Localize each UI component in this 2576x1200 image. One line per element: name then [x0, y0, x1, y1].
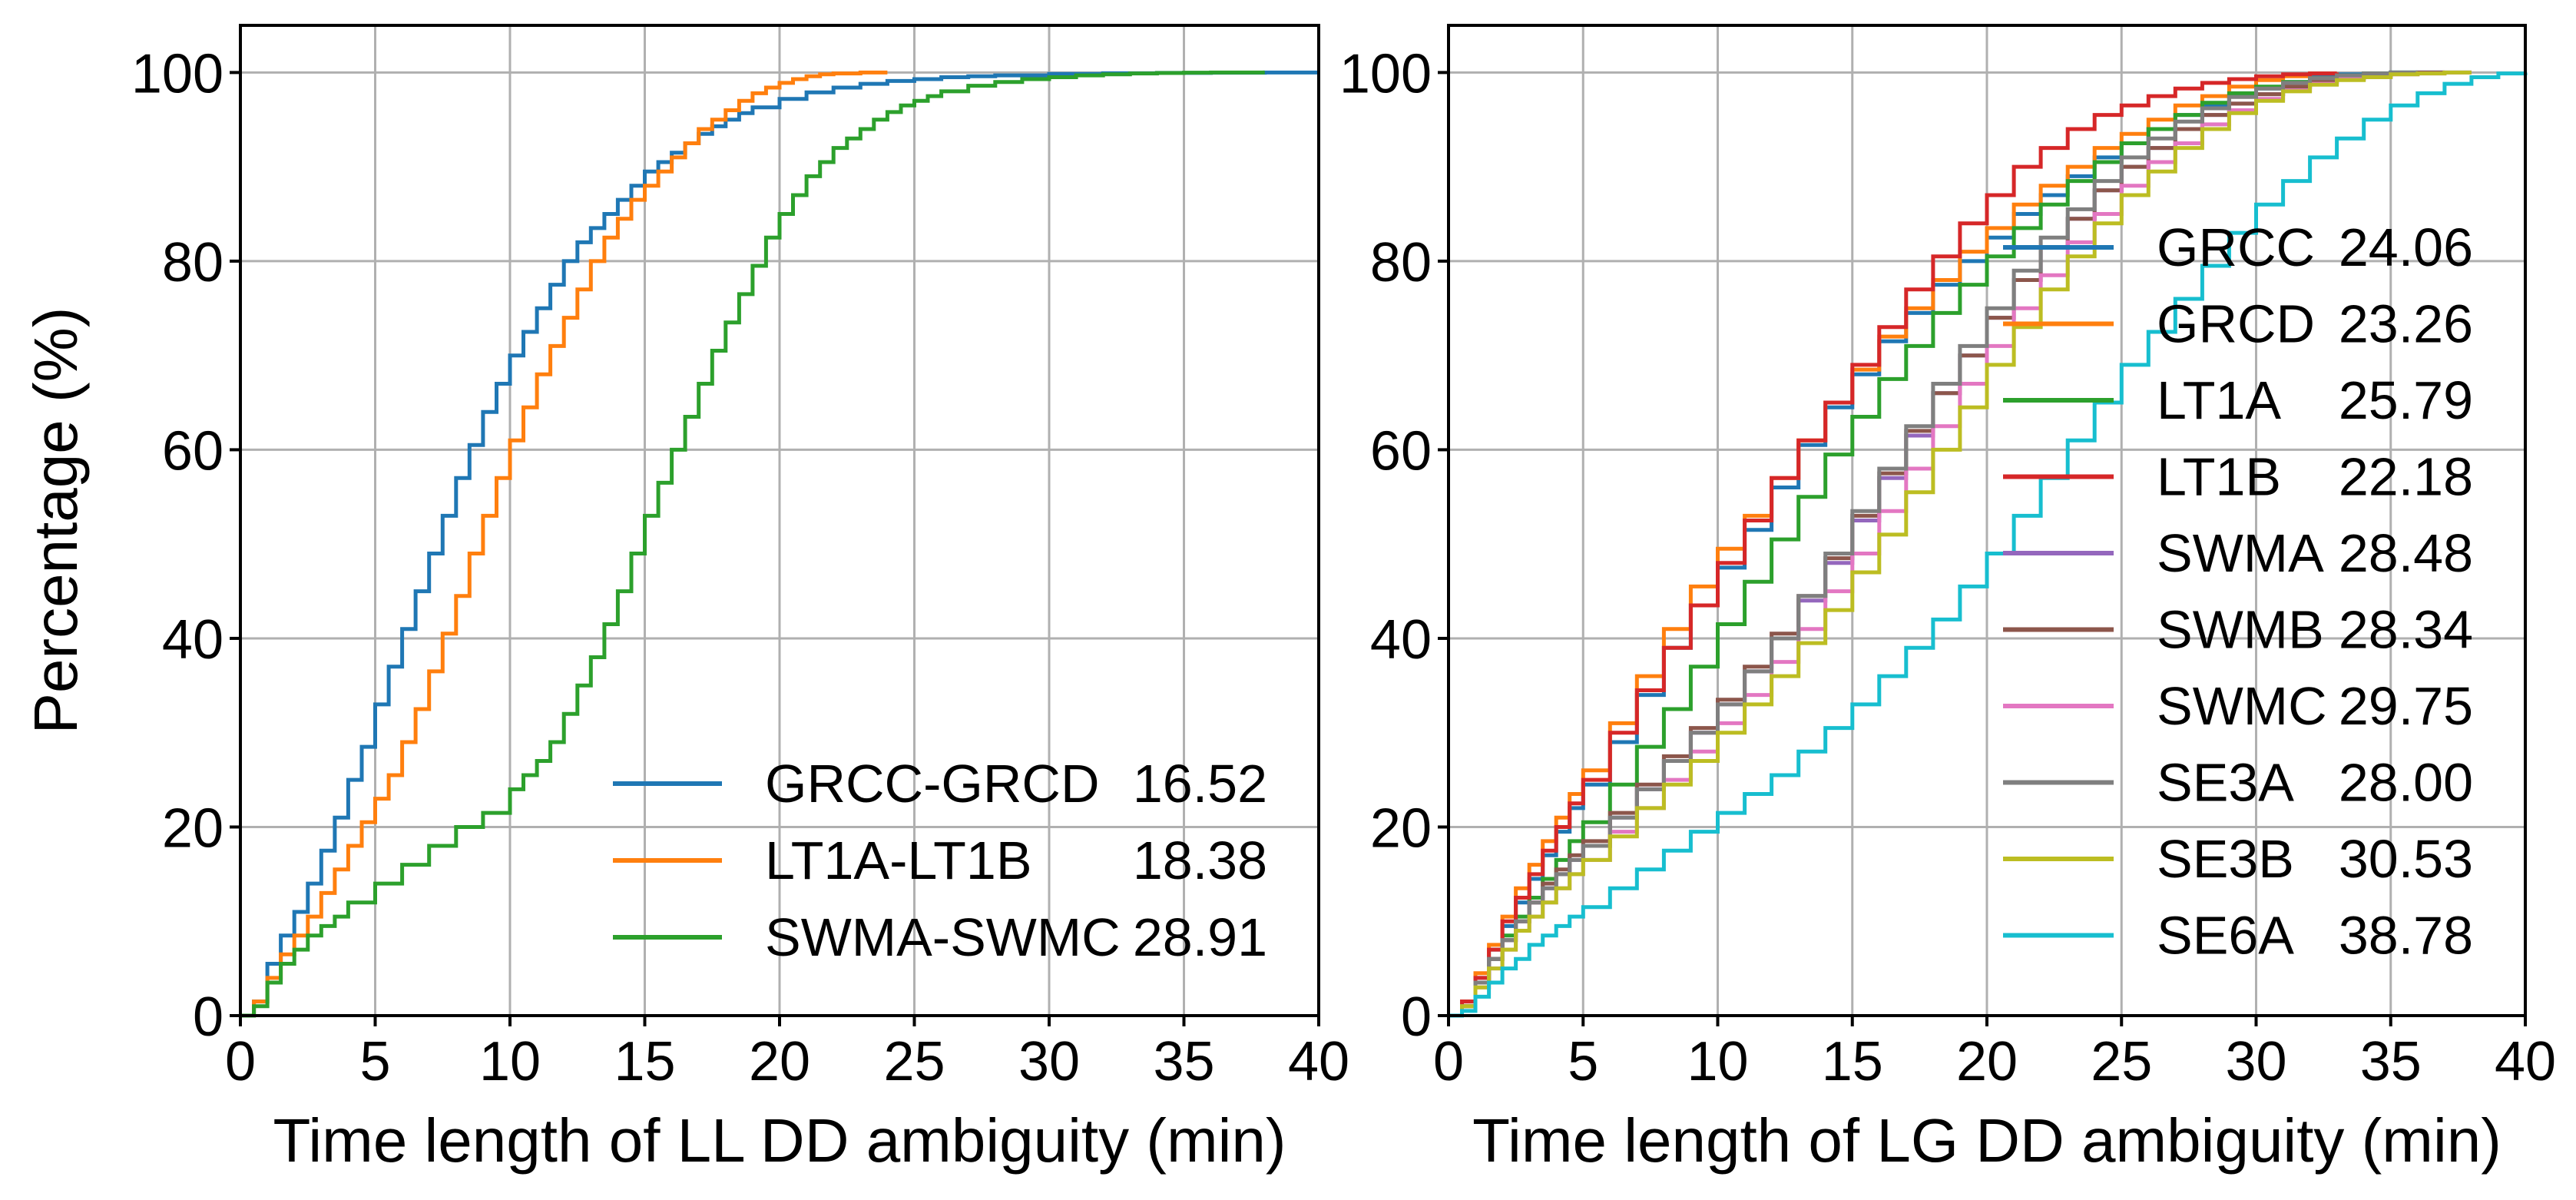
left-y-axis-title: Percentage (%) — [22, 307, 90, 734]
left-y-tick-label: 80 — [162, 232, 223, 293]
left-x-axis-title: Time length of LL DD ambiguity (min) — [273, 1106, 1286, 1175]
legend-label-lt1b: LT1B — [2157, 447, 2281, 507]
legend-value-grcd: 23.26 — [2339, 294, 2473, 354]
legend-value-swma: 28.48 — [2339, 523, 2473, 583]
right-x-tick-label: 15 — [1822, 1031, 1883, 1092]
right-chart-panel: 0 5 10 15 20 25 30 35 40 0 20 40 60 80 100 Time length… — [1339, 24, 2556, 1175]
right-y-tick-label: 80 — [1370, 232, 1432, 293]
right-legend: GRCC 24.06 GRCD 23.26 LT1A 25.79 LT1B 22.18SWMA… — [2003, 217, 2473, 966]
right-x-tick-label: 20 — [1956, 1031, 2018, 1092]
legend-value-swma-swmc: 28.91 — [1133, 907, 1267, 967]
left-y-tick-label: 60 — [162, 420, 223, 482]
legend-value-swmb: 28.34 — [2339, 600, 2473, 660]
left-x-tick-label: 0 — [225, 1031, 256, 1092]
right-y-tick-label: 20 — [1370, 797, 1432, 859]
left-x-tick-label: 30 — [1018, 1031, 1080, 1092]
right-x-tick-label: 30 — [2225, 1031, 2286, 1092]
legend-value-lt1a-lt1b: 18.38 — [1133, 830, 1267, 890]
series-line-se3b — [1449, 70, 2472, 1018]
legend-value-se3a: 28.00 — [2339, 753, 2473, 813]
left-x-tick-label: 10 — [479, 1031, 541, 1092]
right-x-tick-label: 25 — [2091, 1031, 2152, 1092]
series-line-lt1b — [1449, 71, 2339, 1018]
right-y-tick-label: 60 — [1370, 420, 1432, 482]
series-line-se6a — [1449, 71, 2528, 1018]
legend-value-lt1b: 22.18 — [2339, 447, 2473, 507]
left-x-tick-label: 25 — [883, 1031, 945, 1092]
legend-label-grcc: GRCC — [2157, 217, 2315, 277]
series-line-swma-swmc — [240, 70, 1265, 1018]
left-y-tick-label: 0 — [193, 986, 223, 1048]
legend-label-lt1a-lt1b: LT1A-LT1B — [765, 830, 1032, 890]
series-line-grcc-grcd — [240, 70, 1319, 1018]
left-x-tick-label: 35 — [1153, 1031, 1214, 1092]
left-y-tick-label: 20 — [162, 797, 223, 859]
legend-label-se6a: SE6A — [2157, 906, 2294, 966]
right-x-tick-label: 10 — [1687, 1031, 1748, 1092]
legend-value-grcc-grcd: 16.52 — [1133, 754, 1267, 814]
right-y-tick-label: 100 — [1339, 43, 1432, 104]
legend-label-swmb: SWMB — [2157, 600, 2324, 660]
right-x-tick-label: 5 — [1568, 1031, 1598, 1092]
legend-value-se6a: 38.78 — [2339, 906, 2473, 966]
left-x-tick-label: 5 — [359, 1031, 390, 1092]
right-x-tick-label: 35 — [2360, 1031, 2422, 1092]
legend-label-lt1a: LT1A — [2157, 370, 2281, 430]
right-x-tick-label: 40 — [2495, 1031, 2556, 1092]
legend-value-grcc: 24.06 — [2339, 217, 2473, 277]
series-line-se3a — [1449, 70, 2418, 1018]
legend-value-swmc: 29.75 — [2339, 676, 2473, 736]
legend-label-swma-swmc: SWMA-SWMC — [765, 907, 1121, 967]
right-y-tick-label: 0 — [1401, 986, 1432, 1048]
legend-value-se3b: 30.53 — [2339, 829, 2473, 889]
legend-label-swma: SWMA — [2157, 523, 2324, 583]
right-y-tick-label: 40 — [1370, 609, 1432, 671]
legend-label-se3a: SE3A — [2157, 753, 2294, 813]
left-chart-panel: 0 5 10 15 20 25 30 35 40 0 20 40 60 80 100 Time length… — [22, 24, 1349, 1175]
right-x-tick-label: 0 — [1433, 1031, 1464, 1092]
left-y-tick-label: 40 — [162, 609, 223, 671]
left-x-tick-label: 15 — [614, 1031, 675, 1092]
legend-label-swmc: SWMC — [2157, 676, 2327, 736]
left-y-tick-label: 100 — [131, 43, 223, 104]
legend-label-se3b: SE3B — [2157, 829, 2294, 889]
right-x-axis-title: Time length of LG DD ambiguity (min) — [1472, 1106, 2502, 1175]
legend-label-grcc-grcd: GRCC-GRCD — [765, 754, 1100, 814]
legend-value-lt1a: 25.79 — [2339, 370, 2473, 430]
series-line-lt1a-lt1b — [240, 70, 888, 1018]
left-x-tick-label: 40 — [1288, 1031, 1349, 1092]
legend-label-grcd: GRCD — [2157, 294, 2315, 354]
left-x-tick-label: 20 — [749, 1031, 810, 1092]
